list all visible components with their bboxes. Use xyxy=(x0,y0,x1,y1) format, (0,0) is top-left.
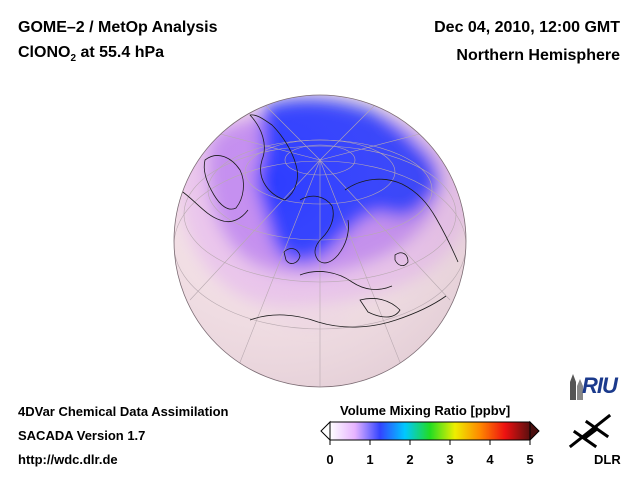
coastlines xyxy=(179,114,459,328)
species-level-label: ClONO2 at 55.4 hPa xyxy=(18,44,164,64)
greenland-outline xyxy=(249,114,298,201)
colorbar-tick-label: 3 xyxy=(446,452,454,467)
globe-body xyxy=(174,95,466,387)
sacada-version-label: SACADA Version 1.7 xyxy=(18,428,146,443)
colorbar-gradient xyxy=(329,421,531,441)
colorbar-tick-label: 1 xyxy=(366,452,374,467)
north-africa-coast xyxy=(249,295,447,328)
graticule xyxy=(174,99,466,387)
british-isles-outline xyxy=(283,248,301,264)
product-title: GOME–2 / MetOp Analysis xyxy=(18,19,218,36)
colorbar-tick-label: 4 xyxy=(486,452,494,467)
europe-coast xyxy=(299,271,393,290)
caspian-sea-outline xyxy=(394,252,409,266)
colorbar xyxy=(320,420,540,445)
region-label: Northern Hemisphere xyxy=(456,47,620,64)
north-america-coast xyxy=(179,189,249,223)
analysis-date-time: Dec 04, 2010, 12:00 GMT xyxy=(434,19,620,36)
website-link[interactable]: http://wdc.dlr.de xyxy=(18,452,118,467)
colorbar-title: Volume Mixing Ratio [ppbv] xyxy=(340,403,511,418)
scandinavia-outline xyxy=(299,195,349,264)
riu-logo-icon xyxy=(570,374,583,400)
assimilation-system-label: 4DVar Chemical Data Assimilation xyxy=(18,404,229,419)
mediterranean-east-outline xyxy=(359,298,401,318)
pressure-level: at 55.4 hPa xyxy=(76,44,165,61)
siberia-coast xyxy=(344,178,459,263)
dlr-logo-text: DLR xyxy=(594,452,621,467)
colorbar-low-arrow xyxy=(320,420,331,442)
dlr-logo-icon xyxy=(568,413,612,449)
colorbar-high-arrow xyxy=(529,420,540,442)
colorbar-tick-label: 5 xyxy=(526,452,534,467)
species-subscript: 2 xyxy=(70,53,77,65)
canadian-arctic-outline xyxy=(203,155,244,210)
riu-logo-text: RIU xyxy=(582,373,618,398)
colorbar-tick-label: 0 xyxy=(326,452,334,467)
colorbar-tick-label: 2 xyxy=(406,452,414,467)
globe-rim xyxy=(173,94,467,388)
globe-map xyxy=(173,94,467,388)
species-name: ClONO xyxy=(18,44,71,61)
